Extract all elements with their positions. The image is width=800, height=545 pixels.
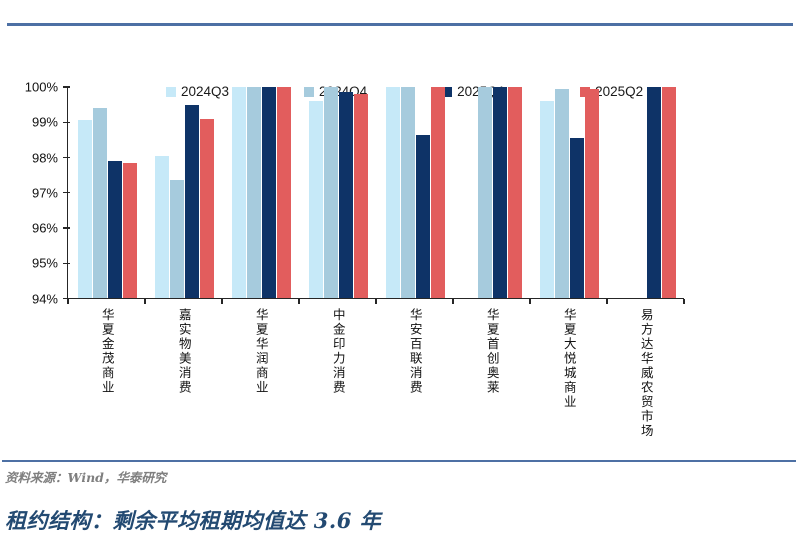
x-tick-mark [144,298,146,304]
x-tick-mark [529,298,531,304]
bar [493,87,507,299]
category-label: 华安百联消费 [407,307,423,395]
bar-chart: 2024Q32024Q42025Q12025Q2 100%99%98%97%96… [0,33,800,458]
category-label: 华夏大悦城商业 [561,307,577,410]
bar [78,120,92,299]
bar [277,87,291,299]
bar [401,87,415,299]
y-tick-label: 95% [31,255,58,271]
bar [200,118,214,299]
bar [555,88,569,299]
y-tick-mark [63,156,70,159]
figure-caption: 租约结构：剩余平均租期均值达 3.6 年 [5,508,382,533]
bar [354,94,368,299]
x-tick-mark [606,298,608,304]
bar [647,87,661,299]
bar [247,87,261,299]
bar [339,92,353,299]
y-tick-mark [63,297,70,300]
y-tick-mark [63,192,70,194]
bar [431,87,445,299]
y-tick-mark [63,227,70,229]
y-tick-label: 99% [31,114,58,130]
y-tick-label: 94% [31,291,58,306]
bar [232,87,246,299]
bar [170,180,184,299]
category-label: 华夏金茂商业 [99,307,115,395]
bar [585,88,599,299]
bar [570,138,584,299]
x-tick-mark [221,298,223,304]
x-axis [66,297,684,300]
bar [108,161,122,299]
legend-item: 2024Q3 [166,85,229,99]
x-tick-mark [452,298,454,304]
y-tick-mark [63,86,70,88]
y-tick-label: 96% [31,220,58,236]
bar [662,87,676,299]
category-label: 华夏首创奥莱 [484,307,500,395]
x-tick-mark [683,298,685,304]
category-label: 中金印力消费 [330,307,346,395]
bar [155,155,169,299]
bar [386,87,400,299]
bar [93,108,107,299]
y-tick-label: 98% [31,150,58,165]
legend-label: 2025Q2 [595,84,644,99]
y-tick-mark [63,121,70,123]
bar [185,104,199,299]
y-tick-label: 100% [24,79,58,95]
y-tick-mark [63,262,70,264]
legend-swatch [442,86,453,97]
bar [123,162,137,299]
footer-accent-rule [2,460,796,462]
x-tick-mark [67,298,69,304]
y-axis [66,87,68,300]
y-tick-label: 97% [31,185,58,201]
bar [324,87,338,299]
category-label: 华夏华润商业 [253,307,269,395]
bar [540,101,554,299]
bar [309,101,323,299]
bar [416,134,430,299]
bar [508,87,522,299]
top-accent-rule [7,23,793,26]
bar [478,87,492,299]
category-label: 嘉实物美消费 [176,307,192,395]
category-label: 易方达华威农贸市场 [638,307,654,439]
legend-swatch [304,86,315,97]
bar [262,87,276,299]
source-note: 资料来源：Wind，华泰研究 [5,470,167,485]
x-tick-mark [375,298,377,304]
legend-swatch [166,86,176,97]
legend-label: 2024Q3 [181,84,230,99]
x-tick-mark [298,298,300,304]
